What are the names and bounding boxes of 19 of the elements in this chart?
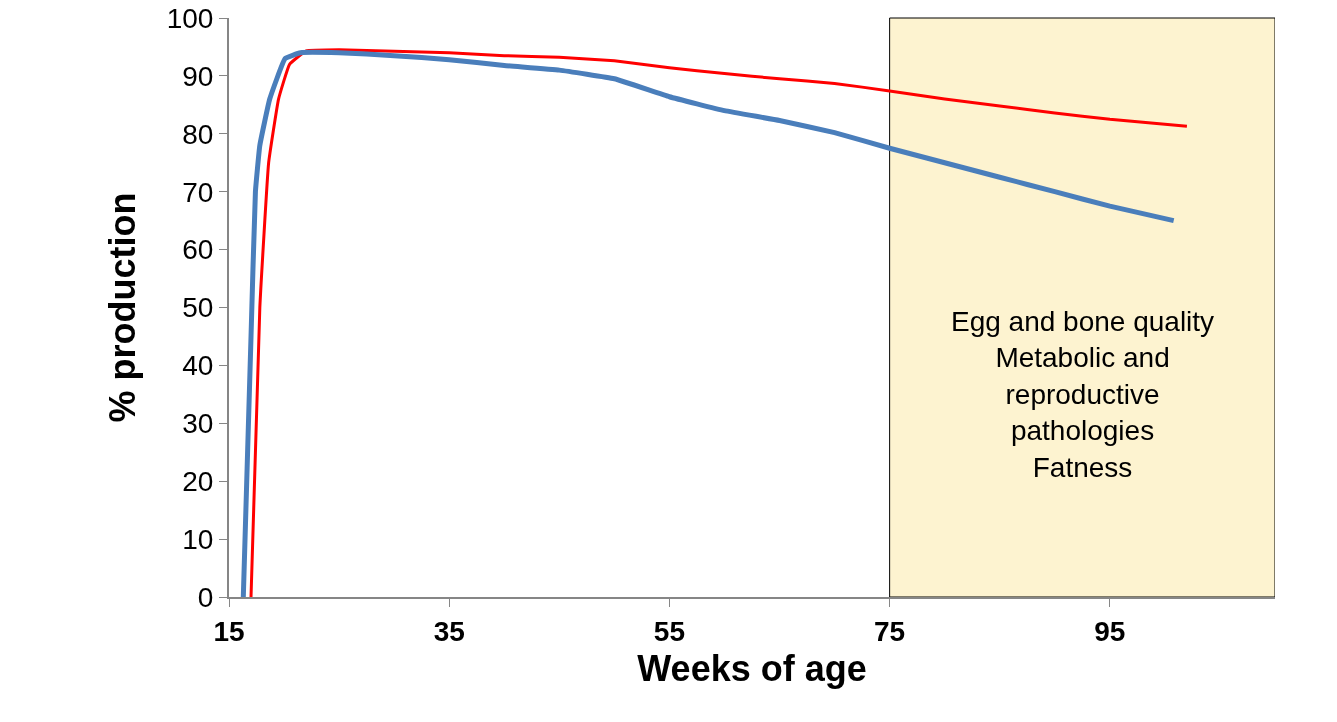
y-tick-label: 80 xyxy=(182,118,214,150)
x-tick-label: 95 xyxy=(1094,615,1126,647)
y-tick-label: 20 xyxy=(182,466,214,497)
y-tick-label: 40 xyxy=(182,350,214,382)
x-tick-label: 35 xyxy=(433,615,465,647)
y-tick-label: 60 xyxy=(182,234,214,266)
y-tick-label: 90 xyxy=(182,60,214,92)
y-tick-label: 100 xyxy=(166,2,214,34)
y-tick-label: 30 xyxy=(182,408,214,440)
y-axis-title: % production xyxy=(102,192,144,423)
x-tick-label: 55 xyxy=(653,615,685,647)
band-label: Egg and bone quality Metabolic and reproductive pathologies Fatness xyxy=(951,306,1215,483)
x-axis-title: Weeks of age xyxy=(637,647,867,689)
x-tick-label: 15 xyxy=(213,615,245,647)
y-tick-label: 0 xyxy=(197,581,214,613)
y-tick-label: 50 xyxy=(182,292,214,324)
x-tick-label: 75 xyxy=(874,615,906,647)
y-tick-label: 10 xyxy=(182,523,214,555)
y-tick-label: 70 xyxy=(182,176,214,208)
